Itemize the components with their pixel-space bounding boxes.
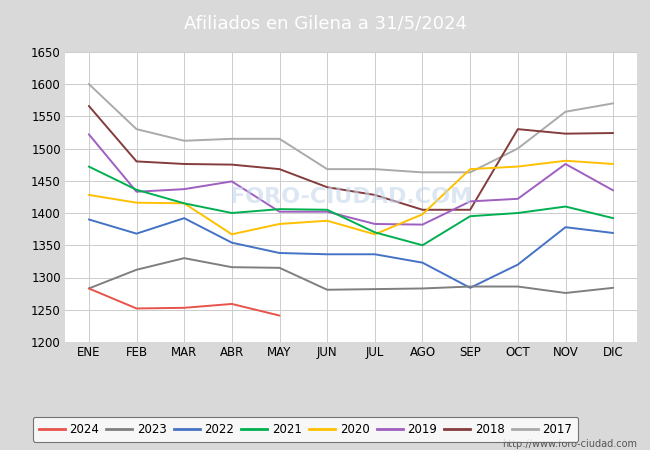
Text: Afiliados en Gilena a 31/5/2024: Afiliados en Gilena a 31/5/2024 xyxy=(183,14,467,33)
Text: http://www.foro-ciudad.com: http://www.foro-ciudad.com xyxy=(502,439,637,449)
Legend: 2024, 2023, 2022, 2021, 2020, 2019, 2018, 2017: 2024, 2023, 2022, 2021, 2020, 2019, 2018… xyxy=(32,417,578,442)
Text: FORO-CIUDAD.COM: FORO-CIUDAD.COM xyxy=(230,187,472,207)
